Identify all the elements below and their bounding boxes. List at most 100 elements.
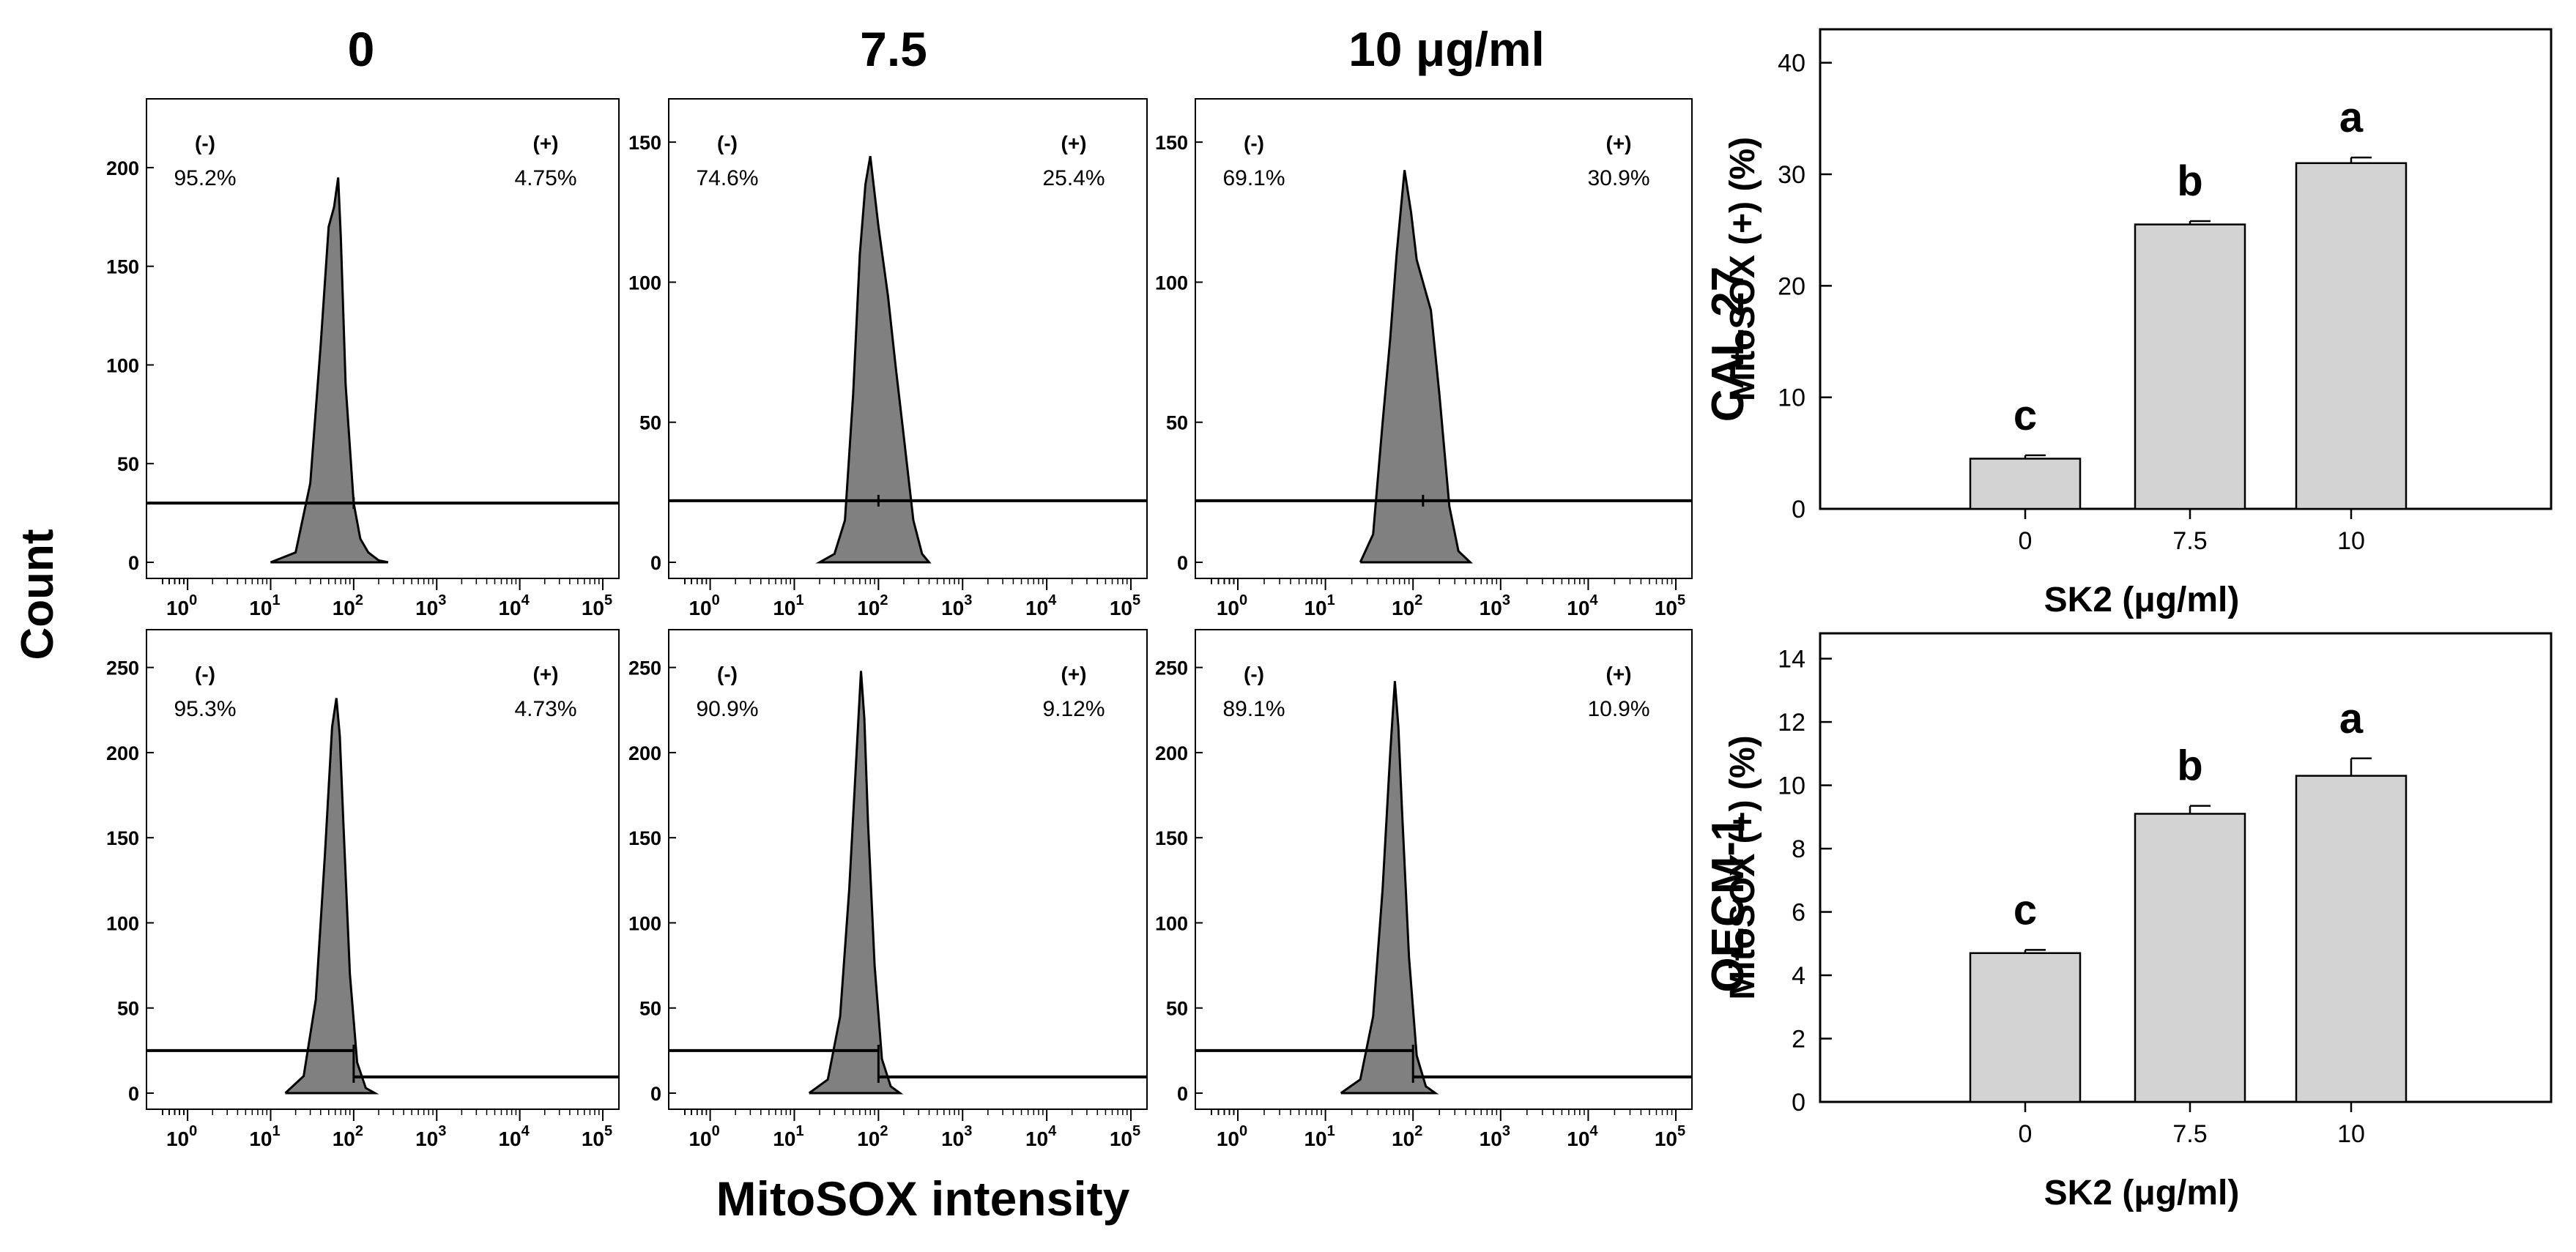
y-axis-label: MitoSOX (+) (%) [1723, 137, 1762, 401]
positive-gate-label: (+) [533, 663, 559, 685]
negative-gate-label: (-) [1244, 663, 1264, 685]
negative-gate-percent: 95.2% [174, 166, 236, 190]
x-tick-label: 105 [582, 592, 612, 619]
histogram-panel-6: 0 50 100 150 200 250 100 101 102 103 104 105 (-) 89.1… [1155, 629, 1693, 1150]
x-tick-label: 104 [1025, 1123, 1057, 1150]
column-header-10: 10 μg/ml [1348, 22, 1545, 76]
y-tick-label: 30 [1778, 161, 1805, 189]
x-tick-label: 100 [688, 592, 719, 619]
x-tick-label: 0 [2019, 1120, 2033, 1148]
x-tick-label: 105 [1110, 1123, 1140, 1150]
row-label-oecm1: OECM-1 [1703, 816, 1753, 992]
x-tick-label: 101 [249, 592, 280, 619]
y-tick-label: 10 [1778, 384, 1805, 412]
x-tick-label: 105 [1655, 1123, 1685, 1150]
histogram-panel-1: 0 50 100 150 200 100 101 102 103 104 105 (-) 95.2% (+… [106, 98, 620, 619]
y-tick-label: 0 [1792, 1089, 1805, 1117]
negative-gate-label: (-) [195, 663, 215, 685]
x-tick-label: 103 [1480, 592, 1510, 619]
y-tick-label: 250 [106, 657, 139, 679]
x-tick-label: 100 [166, 592, 197, 619]
x-tick-label: 101 [773, 592, 803, 619]
x-tick-label: 102 [333, 1123, 363, 1150]
negative-gate-percent: 74.6% [696, 166, 758, 190]
bar-0 [1969, 952, 2082, 1103]
negative-gate-label: (-) [195, 132, 215, 154]
histogram-area [270, 177, 389, 564]
bar-10 [2295, 775, 2408, 1103]
y-tick-label: 50 [639, 412, 661, 434]
y-tick-label: 100 [1155, 912, 1188, 934]
column-header-0: 0 [348, 22, 375, 76]
x-tick-label: 101 [773, 1123, 803, 1150]
y-tick-label: 50 [639, 998, 661, 1020]
negative-gate-label: (-) [717, 663, 738, 685]
histogram-panel-4: 0 50 100 150 200 250 100 101 102 103 104 105 (-) 95.3… [106, 629, 620, 1150]
x-tick-label: 101 [249, 1123, 280, 1150]
y-tick-label: 250 [1155, 657, 1188, 679]
y-tick-label: 12 [1778, 709, 1805, 737]
negative-gate-percent: 90.9% [696, 697, 758, 721]
y-tick-label: 200 [106, 157, 139, 179]
y-tick-label: 50 [117, 998, 139, 1020]
positive-gate-label: (+) [1606, 132, 1632, 154]
negative-gate-percent: 89.1% [1222, 697, 1285, 721]
plot-frame [668, 98, 1148, 579]
plot-frame [668, 629, 1148, 1110]
bar-chart-panel-2: 0 2 4 6 8 10 12 14 c 0 b 7.5 a 10 SK2 (μg/ml) MitoSOX (… [1723, 632, 2553, 1212]
positive-gate-percent: 4.73% [514, 697, 576, 721]
x-tick-label: 100 [1217, 1123, 1247, 1150]
bar-0 [1969, 458, 2082, 510]
y-tick-label: 10 [1778, 772, 1805, 800]
x-tick-label: 0 [2019, 527, 2033, 555]
positive-gate-percent: 30.9% [1587, 166, 1649, 190]
x-tick-label: 7.5 [2172, 527, 2207, 555]
y-tick-label: 200 [106, 742, 139, 764]
positive-gate-label: (+) [1606, 663, 1632, 685]
x-axis-label: SK2 (μg/ml) [2044, 581, 2240, 619]
significance-letter: b [2177, 157, 2202, 205]
x-tick-label: 103 [1480, 1123, 1510, 1150]
y-tick-label: 0 [1177, 552, 1188, 574]
histogram-x-label: MitoSOX intensity [716, 1171, 1130, 1226]
y-tick-label: 100 [628, 912, 661, 934]
column-header-7-5: 7.5 [860, 22, 927, 76]
negative-gate-label: (-) [1244, 132, 1264, 154]
x-tick-label: 104 [1025, 592, 1057, 619]
y-tick-label: 8 [1792, 835, 1805, 863]
x-tick-label: 100 [688, 1123, 719, 1150]
positive-gate-percent: 10.9% [1587, 697, 1649, 721]
y-tick-label: 0 [1177, 1083, 1188, 1105]
negative-gate-label: (-) [717, 132, 738, 154]
y-tick-label: 200 [628, 742, 661, 764]
row-label-cal27: CAL 27 [1703, 267, 1753, 422]
plot-frame [1195, 629, 1693, 1110]
y-tick-label: 14 [1778, 646, 1805, 674]
x-axis-label: SK2 (μg/ml) [2044, 1174, 2240, 1212]
histogram-area [1358, 170, 1474, 564]
x-tick-label: 104 [498, 1123, 530, 1150]
positive-gate-percent: 9.12% [1042, 697, 1105, 721]
y-tick-label: 150 [1155, 827, 1188, 849]
x-tick-label: 101 [1304, 592, 1335, 619]
y-tick-label: 50 [117, 453, 139, 475]
bar-7.5 [2134, 813, 2246, 1103]
x-tick-label: 7.5 [2172, 1120, 2207, 1148]
positive-gate-label: (+) [533, 132, 559, 154]
negative-gate-percent: 95.3% [174, 697, 236, 721]
y-tick-label: 0 [650, 552, 661, 574]
y-tick-label: 250 [628, 657, 661, 679]
y-tick-label: 20 [1778, 272, 1805, 300]
x-tick-label: 103 [941, 592, 972, 619]
y-tick-label: 150 [106, 256, 139, 278]
histogram-panel-5: 0 50 100 150 200 250 100 101 102 103 104 105 (-) 90.9… [628, 629, 1148, 1150]
plot-frame [146, 98, 620, 579]
y-tick-label: 40 [1778, 50, 1805, 78]
x-tick-label: 103 [415, 592, 446, 619]
y-tick-label: 150 [628, 827, 661, 849]
y-tick-label: 0 [1792, 496, 1805, 523]
y-tick-label: 6 [1792, 899, 1805, 927]
x-tick-label: 104 [1567, 1123, 1598, 1150]
y-tick-label: 0 [650, 1083, 661, 1105]
